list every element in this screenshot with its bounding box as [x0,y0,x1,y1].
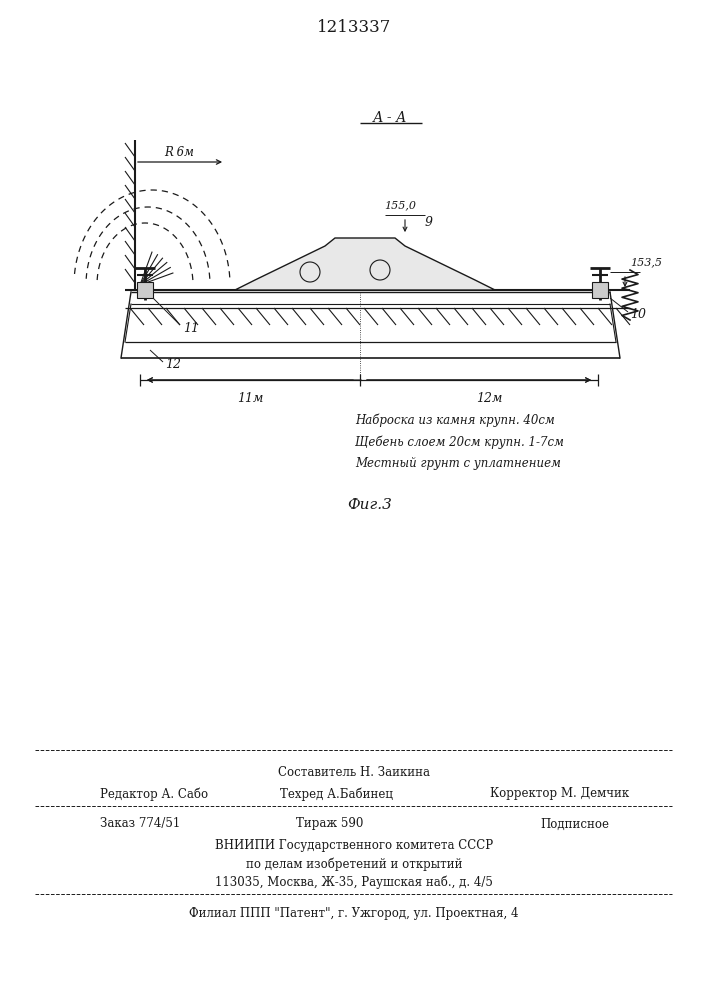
Text: Корректор М. Демчик: Корректор М. Демчик [490,788,629,800]
Text: Техред А.Бабинец: Техред А.Бабинец [280,787,393,801]
Text: 12м: 12м [476,391,502,404]
Text: по делам изобретений и открытий: по делам изобретений и открытий [246,857,462,871]
Bar [592,282,608,298]
Text: 12: 12 [165,359,181,371]
Text: Тираж 590: Тираж 590 [296,818,363,830]
Text: А - А: А - А [373,111,407,125]
Text: Редактор А. Сабо: Редактор А. Сабо [100,787,208,801]
Text: 9: 9 [425,217,433,230]
Text: 1213337: 1213337 [317,19,391,36]
Text: Заказ 774/51: Заказ 774/51 [100,818,180,830]
Text: Наброска из камня крупн. 40см: Наброска из камня крупн. 40см [355,413,555,427]
Text: Составитель Н. Заикина: Составитель Н. Заикина [278,766,430,778]
Text: 155,0: 155,0 [384,200,416,210]
Text: 153,5: 153,5 [630,257,662,267]
Text: Местный грунт с уплатнением: Местный грунт с уплатнением [355,458,561,471]
Text: Щебень слоем 20см крупн. 1-7см: Щебень слоем 20см крупн. 1-7см [355,435,564,449]
Text: 113035, Москва, Ж-35, Раушская наб., д. 4/5: 113035, Москва, Ж-35, Раушская наб., д. … [215,875,493,889]
Text: R 6м: R 6м [164,145,194,158]
Text: Филиал ППП "Патент", г. Ужгород, ул. Проектная, 4: Филиал ППП "Патент", г. Ужгород, ул. Про… [189,908,519,920]
Polygon shape [235,238,495,290]
Text: Фиг.3: Фиг.3 [348,498,392,512]
Text: ВНИИПИ Государственного комитета СССР: ВНИИПИ Государственного комитета СССР [215,840,493,852]
Text: 10: 10 [630,308,646,322]
Bar [137,282,153,298]
Text: 11: 11 [183,322,199,334]
Text: Подписное: Подписное [540,818,609,830]
Text: 11м: 11м [237,391,263,404]
